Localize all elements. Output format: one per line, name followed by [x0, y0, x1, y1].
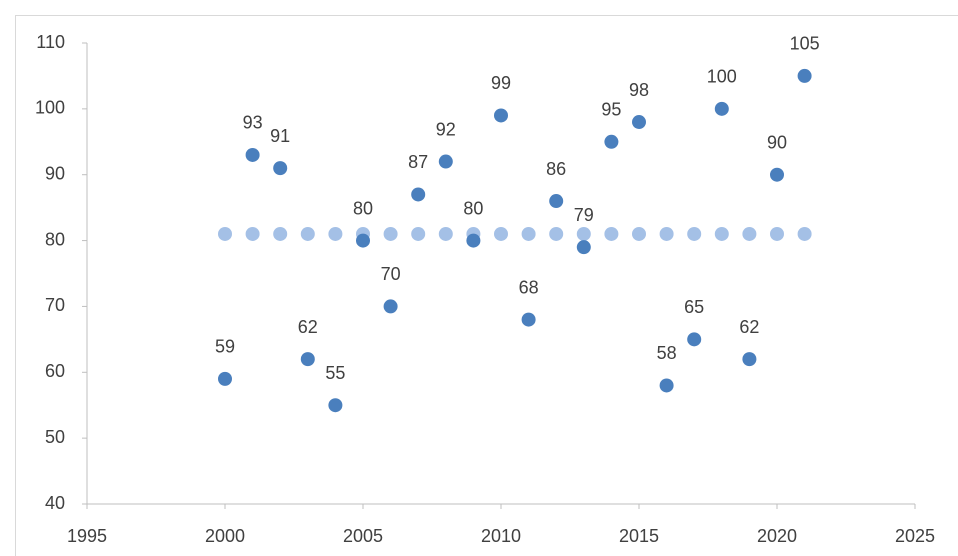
- data-label: 65: [684, 297, 704, 317]
- x-tick-label: 2025: [895, 526, 935, 546]
- data-label: 80: [463, 198, 483, 218]
- data-point: [632, 226, 646, 241]
- y-tick-label: 40: [45, 493, 65, 513]
- data-label: 98: [629, 80, 649, 100]
- data-label: 105: [790, 34, 820, 54]
- data-point: [245, 226, 260, 241]
- data-label: 62: [298, 317, 318, 337]
- data-point: [411, 187, 426, 202]
- data-point: [797, 226, 812, 241]
- data-point: [383, 299, 398, 314]
- data-point: [742, 226, 757, 241]
- data-label: 90: [767, 132, 787, 152]
- data-point: [494, 108, 508, 123]
- data-point: [632, 115, 646, 130]
- data-point: [328, 226, 343, 241]
- y-tick-label: 70: [45, 295, 65, 315]
- y-tick-label: 90: [45, 163, 65, 183]
- y-tick-label: 100: [35, 98, 65, 118]
- data-label: 91: [270, 126, 290, 146]
- data-point: [466, 233, 481, 248]
- data-label: 99: [491, 73, 511, 93]
- data-label: 100: [707, 67, 737, 87]
- data-label: 62: [739, 317, 759, 337]
- data-label: 79: [574, 205, 594, 225]
- data-point: [245, 147, 260, 162]
- data-point: [438, 154, 453, 169]
- data-label: 58: [657, 343, 677, 363]
- data-label: 93: [243, 113, 263, 133]
- data-point: [604, 134, 619, 149]
- chart-frame: [15, 15, 958, 556]
- data-point: [687, 332, 702, 347]
- data-point: [687, 226, 702, 241]
- x-tick-label: 2005: [343, 526, 383, 546]
- data-point: [273, 226, 288, 241]
- data-label: 68: [519, 277, 539, 297]
- data-point: [300, 226, 315, 241]
- data-label: 59: [215, 337, 235, 357]
- data-label: 92: [436, 119, 456, 139]
- data-point: [770, 226, 784, 241]
- x-tick-label: 2015: [619, 526, 659, 546]
- y-tick-label: 60: [45, 361, 65, 381]
- x-tick-label: 2020: [757, 526, 797, 546]
- y-tick-label: 50: [45, 427, 65, 447]
- data-point: [576, 240, 591, 255]
- data-point: [549, 226, 564, 241]
- data-point: [659, 378, 674, 393]
- data-point: [714, 226, 729, 241]
- data-point: [797, 68, 812, 83]
- data-point: [411, 226, 426, 241]
- data-label: 86: [546, 159, 566, 179]
- data-point: [714, 101, 729, 116]
- data-point: [438, 226, 453, 241]
- data-point: [742, 352, 757, 367]
- data-point: [770, 167, 784, 182]
- y-tick-label: 110: [36, 32, 65, 52]
- data-label: 70: [381, 264, 401, 284]
- data-point: [659, 226, 674, 241]
- data-point: [521, 312, 536, 327]
- x-tick-label: 2010: [481, 526, 521, 546]
- x-tick-label: 1995: [67, 526, 107, 546]
- data-point: [549, 194, 564, 209]
- data-point: [356, 233, 370, 248]
- data-point: [218, 226, 232, 241]
- data-point: [328, 398, 343, 413]
- y-tick-label: 80: [45, 229, 65, 249]
- data-point: [604, 226, 619, 241]
- data-point: [576, 226, 591, 241]
- x-tick-label: 2000: [205, 526, 245, 546]
- data-point: [218, 371, 232, 386]
- data-point: [273, 161, 288, 176]
- data-label: 87: [408, 152, 428, 172]
- data-point: [383, 226, 398, 241]
- data-label: 80: [353, 198, 373, 218]
- data-point: [494, 226, 508, 241]
- data-label: 55: [325, 363, 345, 383]
- data-label: 95: [601, 100, 621, 120]
- data-point: [521, 226, 536, 241]
- data-point: [300, 352, 315, 367]
